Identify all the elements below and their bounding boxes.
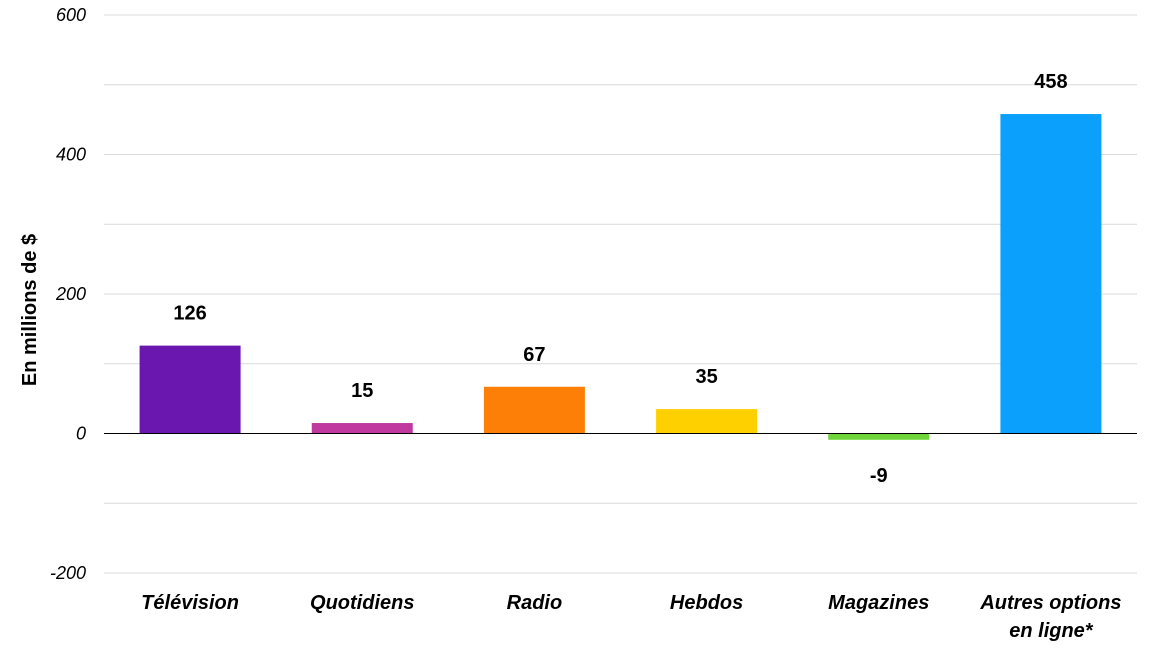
category-labels: Télévision Quotidiens Radio Hebdos Magazines…: [141, 592, 1121, 642]
data-label: 126: [173, 303, 206, 325]
category-label: Magazines: [828, 592, 929, 614]
y-tick-label: 400: [56, 145, 86, 165]
data-label: -9: [870, 465, 888, 487]
y-tick-label: 0: [76, 424, 86, 444]
data-labels: 126 15 67 35 -9 458: [173, 71, 1067, 487]
y-axis-ticks: -200 0 200 400 600: [50, 5, 86, 583]
data-label: 67: [523, 344, 545, 366]
bar: [483, 386, 585, 434]
y-tick-label: -200: [50, 563, 86, 583]
bar: [1000, 114, 1102, 434]
bar: [139, 345, 241, 434]
bars: [139, 114, 1102, 440]
data-label: 35: [695, 366, 717, 388]
bar: [828, 433, 930, 440]
category-label: Quotidiens: [310, 592, 414, 614]
data-label: 15: [351, 380, 373, 402]
data-label: 458: [1034, 71, 1067, 93]
gridlines: [104, 14, 1137, 574]
bar: [311, 423, 413, 434]
category-label: Hebdos: [670, 592, 743, 614]
y-tick-label: 600: [56, 5, 86, 25]
bar: [656, 409, 758, 434]
y-axis-title: En millions de $: [19, 234, 41, 386]
category-label: Télévision: [141, 592, 239, 614]
category-label: Autres options en ligne*: [979, 592, 1121, 642]
category-label: Radio: [507, 592, 563, 614]
y-tick-label: 200: [55, 284, 86, 304]
